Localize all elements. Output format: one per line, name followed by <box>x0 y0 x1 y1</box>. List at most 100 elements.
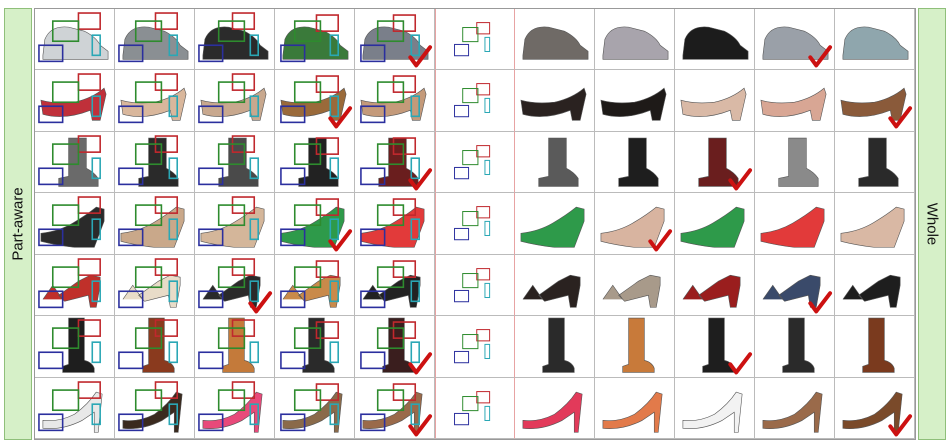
head-part-box <box>392 259 417 278</box>
head-part-box <box>315 14 339 32</box>
shoe-thumbnail <box>602 274 661 308</box>
thumbnail <box>755 377 835 439</box>
shoe-thumbnail <box>600 207 673 252</box>
head-part-box <box>392 137 417 155</box>
sole-part-box <box>280 44 306 63</box>
shoe-image <box>682 274 741 308</box>
heel-part-box <box>484 221 491 237</box>
sole-part-box <box>38 44 64 63</box>
thumbnail <box>115 131 195 194</box>
heel-part-box <box>329 280 339 302</box>
head-part-box <box>476 22 491 35</box>
checkmark-icon <box>328 229 353 252</box>
heel-part-box <box>91 341 101 364</box>
whole-label: Whole <box>918 8 946 440</box>
thumbnail <box>115 70 195 132</box>
thumbnail <box>675 70 755 132</box>
shoe-thumbnail <box>618 137 659 187</box>
shoe-thumbnail <box>762 26 833 68</box>
shoe-image <box>760 88 827 122</box>
heel-part-box <box>91 157 101 179</box>
thumbnail <box>675 131 755 194</box>
head-part-box <box>392 321 417 340</box>
part-aware-text: Part-aware <box>9 187 27 261</box>
body-part-box <box>376 20 405 43</box>
heel-part-box <box>91 95 101 118</box>
shoe-thumbnail <box>360 317 433 375</box>
shoe-thumbnail <box>454 329 491 364</box>
body-part-box <box>51 81 80 104</box>
thumbnail <box>595 131 675 194</box>
shoe-thumbnail <box>360 382 433 436</box>
shoe-thumbnail <box>520 207 585 248</box>
sole-part-box <box>198 167 224 186</box>
shoe-image <box>302 317 335 373</box>
shoe-thumbnail <box>680 207 745 248</box>
shoe-thumbnail <box>38 196 105 248</box>
shoe-thumbnail <box>360 198 425 248</box>
body-part-box <box>293 388 322 411</box>
thumbnail <box>35 70 115 132</box>
thumbnail <box>835 316 915 378</box>
shoe-image <box>600 88 667 122</box>
shoe-thumbnail <box>38 12 109 63</box>
heel-part-box <box>484 98 491 114</box>
shoe-image <box>680 207 745 248</box>
shoe-thumbnail <box>522 274 581 308</box>
thumbnail <box>195 193 275 255</box>
body-part-box <box>51 265 80 288</box>
sole-part-box <box>280 290 306 308</box>
thumbnail <box>755 316 835 378</box>
sole-part-box <box>198 351 224 370</box>
sole-part-box <box>198 105 224 124</box>
body-part-box <box>462 272 479 288</box>
body-part-box <box>462 149 479 165</box>
shoe-thumbnail <box>520 88 587 122</box>
shoe-thumbnail <box>118 317 179 373</box>
shoe-image <box>682 391 743 433</box>
shoe-image <box>362 274 421 308</box>
shoe-thumbnail <box>280 75 353 129</box>
sole-part-box <box>38 105 64 124</box>
shoe-image <box>618 137 659 187</box>
shoe-thumbnail <box>280 14 349 63</box>
thumbnail <box>675 193 755 255</box>
thumbnail <box>115 9 195 71</box>
checkmark-icon <box>808 290 833 314</box>
thumbnail <box>355 70 435 132</box>
sole-part-box <box>118 44 144 63</box>
thumbnail <box>835 70 915 132</box>
shoe-thumbnail <box>360 137 433 191</box>
shoe-thumbnail <box>698 137 753 191</box>
checkmark-icon <box>248 290 273 314</box>
shoe-image <box>760 207 825 248</box>
thumbnail <box>435 254 515 317</box>
shoe-thumbnail <box>198 12 269 63</box>
shoe-thumbnail <box>360 75 427 124</box>
thumbnail <box>515 254 595 317</box>
head-part-box <box>392 198 417 217</box>
body-part-box <box>376 81 405 104</box>
shoe-image <box>862 317 895 373</box>
shoe-thumbnail <box>778 137 819 187</box>
thumbnail <box>115 193 195 255</box>
shoe-thumbnail <box>542 317 575 373</box>
shoe-thumbnail <box>360 14 433 68</box>
thumbnail <box>755 9 835 71</box>
sole-part-box <box>454 105 470 118</box>
heel-part-box <box>168 34 179 57</box>
shoe-image <box>842 391 903 433</box>
shoe-thumbnail <box>360 259 421 308</box>
shoe-image <box>782 317 815 373</box>
body-part-box <box>217 388 246 411</box>
sole-part-box <box>118 167 144 186</box>
shoe-thumbnail <box>280 382 343 433</box>
thumbnail <box>675 316 755 378</box>
body-part-box <box>217 265 246 288</box>
shoe-image <box>522 391 583 433</box>
shoe-image <box>762 26 829 60</box>
thumbnail <box>275 9 355 71</box>
thumbnail <box>195 377 275 439</box>
thumbnail <box>275 254 355 317</box>
body-part-box <box>134 388 163 411</box>
